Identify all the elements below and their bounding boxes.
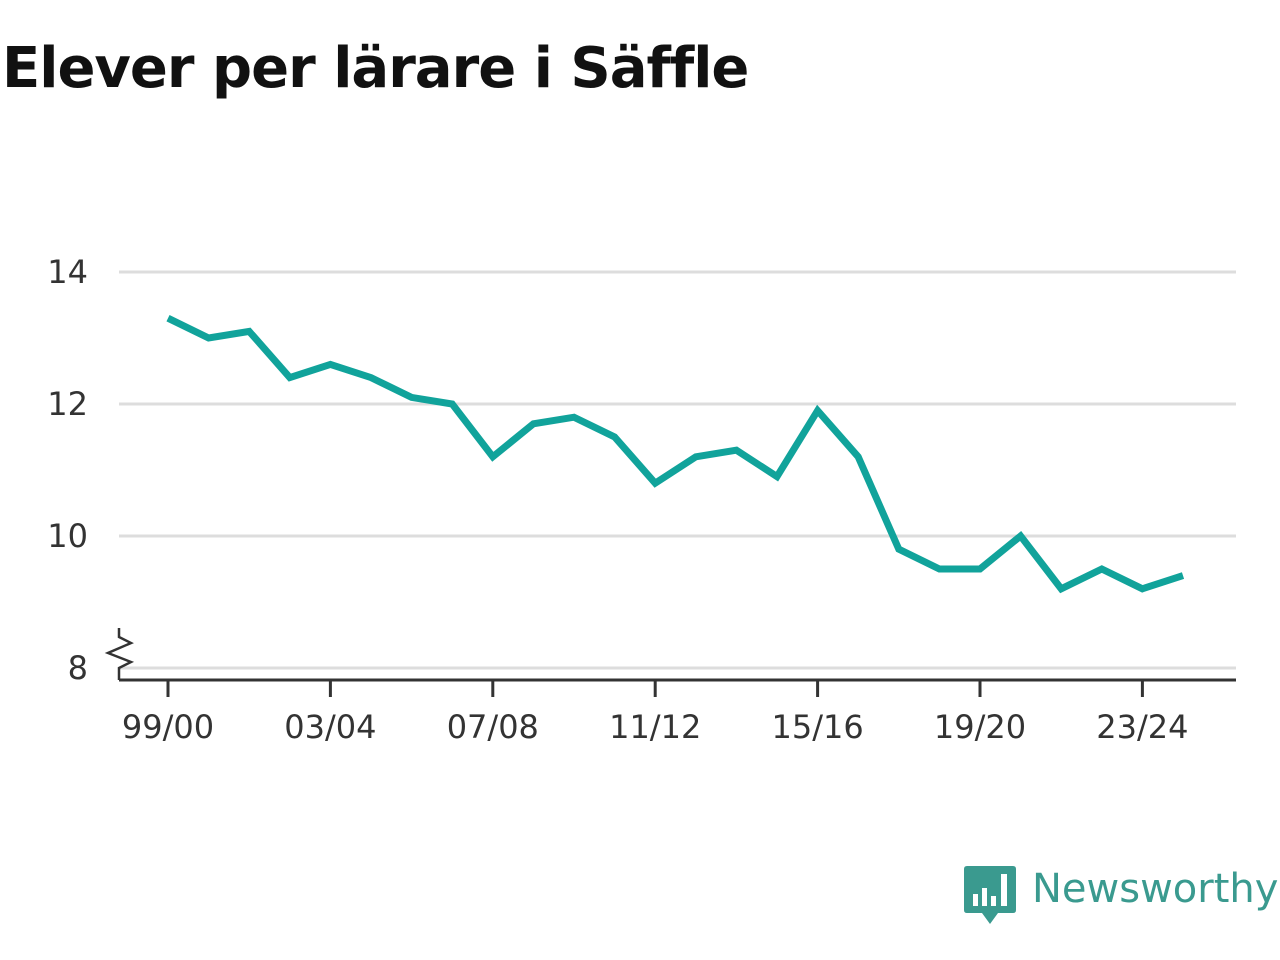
y-axis-break-icon <box>104 628 135 680</box>
x-axis-ticks: 99/00 03/04 07/08 11/12 15/16 19/20 23/24 <box>122 680 1189 746</box>
x-tick-label: 03/04 <box>284 708 376 746</box>
y-tick-label: 8 <box>68 649 88 687</box>
chart-title: Elever per lärare i Säffle <box>2 36 749 101</box>
y-tick-label: 14 <box>47 253 88 291</box>
newsworthy-logo: Newsworthy <box>964 866 1279 930</box>
brand-name: Newsworthy <box>1032 866 1279 912</box>
x-tick-label: 23/24 <box>1096 708 1188 746</box>
x-tick-label: 99/00 <box>122 708 214 746</box>
series-line <box>166 315 1185 594</box>
y-tick-label: 12 <box>47 385 88 423</box>
x-tick-label: 07/08 <box>447 708 539 746</box>
x-tick-label: 15/16 <box>771 708 863 746</box>
y-axis-tick-labels: 8 10 12 14 <box>47 253 88 687</box>
bar-chart-speech-bubble-icon <box>964 866 1016 924</box>
gridlines <box>119 270 1236 670</box>
x-tick-label: 19/20 <box>934 708 1026 746</box>
x-tick-label: 11/12 <box>609 708 701 746</box>
y-tick-label: 10 <box>47 517 88 555</box>
